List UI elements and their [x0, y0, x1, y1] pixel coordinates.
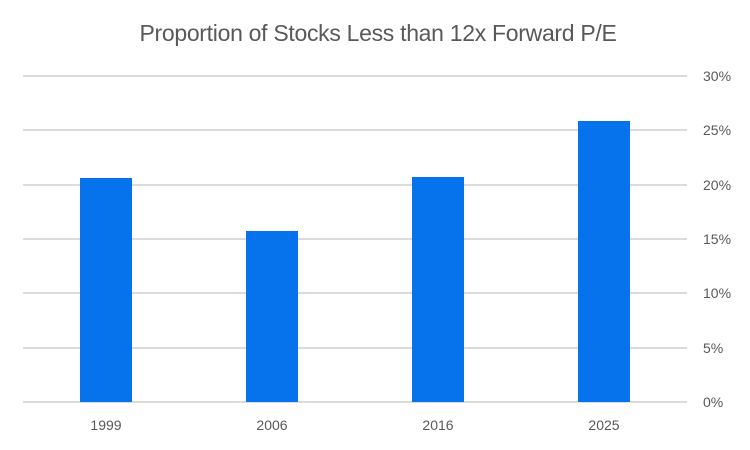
gridline: [23, 292, 687, 295]
bar-cell-1999: [23, 76, 189, 402]
gridline: [23, 183, 687, 186]
x-tick-label: 2025: [588, 417, 620, 433]
bar-2025: [578, 120, 630, 402]
y-tick-label: 20%: [703, 176, 732, 193]
bar-cell-2006: [189, 76, 355, 402]
gridline: [23, 401, 687, 403]
plot-area: [23, 75, 687, 403]
x-tick-label: 2016: [422, 417, 454, 433]
y-tick-label: 15%: [703, 231, 732, 247]
x-axis-labels: 1999 2006 2016 2025: [23, 417, 687, 433]
bar-cell-2016: [355, 76, 521, 402]
y-tick-label: 0%: [703, 394, 724, 410]
bars: [23, 76, 687, 402]
y-tick-label: 25%: [703, 122, 732, 139]
x-tick-label: 2006: [256, 417, 288, 433]
x-tick-label: 1999: [90, 417, 122, 433]
chart-title: Proportion of Stocks Less than 12x Forwa…: [139, 20, 617, 46]
bar-2016: [412, 177, 464, 402]
gridline: [23, 75, 687, 77]
bar-cell-2025: [521, 76, 687, 402]
gridline: [23, 346, 687, 349]
bar-1999: [80, 178, 132, 402]
y-tick-label: 10%: [703, 285, 732, 302]
y-tick-label: 5%: [703, 339, 724, 356]
y-axis-labels: 0% 5% 10% 15% 20% 25% 30%: [703, 68, 750, 410]
bar-2006: [246, 231, 298, 402]
gridline: [23, 129, 687, 132]
gridline: [23, 238, 687, 240]
y-tick-label: 30%: [703, 68, 732, 84]
